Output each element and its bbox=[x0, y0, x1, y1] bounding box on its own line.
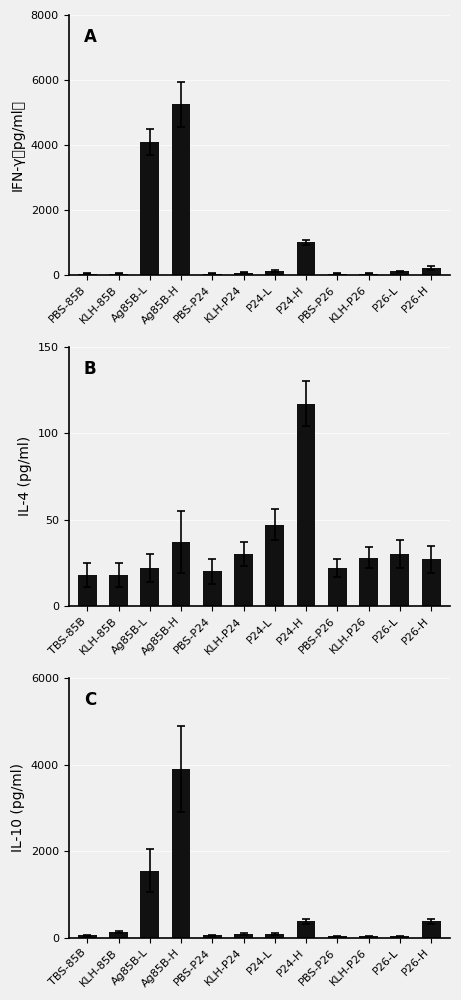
Bar bbox=[78, 575, 97, 606]
Text: C: C bbox=[84, 691, 96, 709]
Bar bbox=[171, 542, 190, 606]
Bar bbox=[390, 554, 409, 606]
Bar bbox=[390, 271, 409, 275]
Bar bbox=[141, 142, 159, 275]
Bar bbox=[422, 559, 441, 606]
Y-axis label: IFN-γ（pg/ml）: IFN-γ（pg/ml） bbox=[11, 99, 25, 191]
Bar bbox=[328, 568, 347, 606]
Bar bbox=[297, 404, 315, 606]
Bar bbox=[266, 271, 284, 275]
Bar bbox=[109, 575, 128, 606]
Bar bbox=[266, 525, 284, 606]
Bar bbox=[141, 871, 159, 938]
Bar bbox=[422, 921, 441, 938]
Bar bbox=[297, 921, 315, 938]
Bar bbox=[141, 568, 159, 606]
Bar bbox=[266, 934, 284, 938]
Bar bbox=[78, 935, 97, 938]
Bar bbox=[109, 932, 128, 938]
Bar bbox=[171, 769, 190, 938]
Bar bbox=[328, 936, 347, 938]
Bar bbox=[234, 934, 253, 938]
Y-axis label: IL-10 (pg/ml): IL-10 (pg/ml) bbox=[11, 763, 25, 852]
Bar bbox=[359, 936, 378, 938]
Bar bbox=[234, 273, 253, 275]
Y-axis label: IL-4 (pg/ml): IL-4 (pg/ml) bbox=[18, 436, 32, 516]
Bar bbox=[422, 268, 441, 275]
Bar bbox=[390, 936, 409, 938]
Bar bbox=[203, 571, 222, 606]
Bar bbox=[297, 242, 315, 275]
Bar bbox=[203, 935, 222, 938]
Text: B: B bbox=[84, 360, 96, 378]
Bar bbox=[171, 104, 190, 275]
Text: A: A bbox=[84, 28, 97, 46]
Bar bbox=[234, 554, 253, 606]
Bar bbox=[359, 558, 378, 606]
